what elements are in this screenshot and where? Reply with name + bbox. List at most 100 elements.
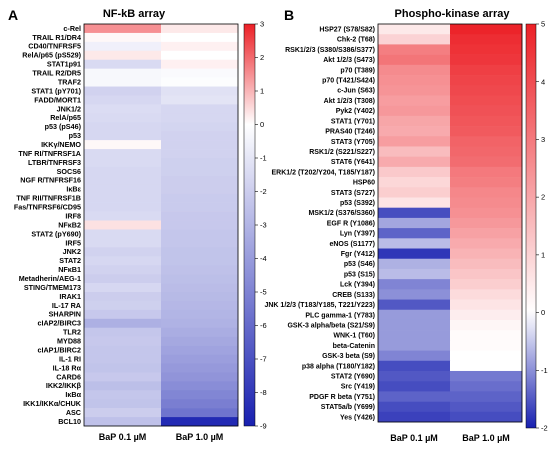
heatmap-a-cell-p53-col1 xyxy=(84,131,162,141)
heatmap-b-row-label: p53 (S392) xyxy=(340,200,375,207)
heatmap-b-row-label: Chk-2 (T68) xyxy=(337,37,375,44)
heatmap-a-cell-jnk2-col2 xyxy=(161,247,239,257)
heatmap-a-cell-p53-col2 xyxy=(161,131,239,141)
heatmap-a-row-label: RelA/p65 (pS529) xyxy=(22,51,81,60)
heatmap-a-cell-stat2-col2 xyxy=(161,256,239,266)
heatmap-b-cell-akt-1-2-3-t308-col2 xyxy=(450,95,523,106)
colorbar-a-tick-label: -4 xyxy=(260,254,267,263)
heatmap-b-cell-hsp60-col1 xyxy=(378,177,451,188)
heatmap-a-row-label: p53 xyxy=(69,131,81,140)
heatmap-b-cell-p53-s392-col1 xyxy=(378,197,451,208)
heatmap-b-cell-msk1-2-s376-s360-col2 xyxy=(450,207,523,219)
heatmap-a-cell-asc-col1 xyxy=(84,408,162,418)
heatmap-b-cell-stat5a-b-y699-col2 xyxy=(450,401,523,413)
heatmap-b-cell-rsk1-2-s221-s227-col2 xyxy=(450,146,523,157)
colorbar-a-tick-label: 2 xyxy=(260,53,264,62)
heatmap-a-cell-il-18-r-col1 xyxy=(84,363,162,373)
heatmap-a-row-label: cIAP2/BIRC3 xyxy=(37,319,81,328)
heatmap-a-row-label: MYD88 xyxy=(57,337,81,346)
heatmap-b-cell-egf-r-y1086-col2 xyxy=(450,217,523,229)
heatmap-a-cell-il-17-ra-col1 xyxy=(84,300,162,311)
heatmap-b-cell-yes-y426-col1 xyxy=(378,411,451,423)
heatmap-a-row-label: IRAK1 xyxy=(59,292,81,301)
heatmap-a-row-label: STAT2 xyxy=(59,256,81,265)
heatmap-b-cell-rsk1-2-s221-s227-col1 xyxy=(378,146,451,157)
heatmap-b-row-label: RSK1/2 (S221/S227) xyxy=(309,149,375,156)
heatmap-b-row-label: c-Jun (S63) xyxy=(337,88,375,95)
heatmap-a-row-label: IL-1 RI xyxy=(59,354,81,363)
heatmap-b-cell-pdgf-r-beta-y751-col1 xyxy=(378,391,451,402)
heatmap-a-cell-stat1p91-col2 xyxy=(161,59,239,69)
heatmap-b-cell-pras40-t246-col2 xyxy=(450,126,523,137)
heatmap-a-cell-trail-r2-dr5-col1 xyxy=(84,68,162,78)
heatmap-b-row-label: p70 (T421/S424) xyxy=(322,78,375,85)
heatmap-b-row-label: p70 (T389) xyxy=(340,67,375,74)
heatmap-a-cell-tnf-rii-tnfrsf1b-col1 xyxy=(84,193,162,203)
heatmap-a-row-label: TRAIL R2/DR5 xyxy=(32,69,81,78)
heatmap-b-row-label: p53 (S46) xyxy=(344,261,375,268)
heatmap-a-cell-c-rel-col2 xyxy=(161,24,239,34)
heatmap-a-cell-nf-b2-col2 xyxy=(161,220,239,230)
colorbar-a-tick-label: -2 xyxy=(260,187,267,196)
heatmap-a-cell-metadherin-aeg-1-col1 xyxy=(84,274,162,284)
heatmap-b-cell-pdgf-r-beta-y751-col2 xyxy=(450,391,523,402)
heatmap-a-row-label: IL-18 Rα xyxy=(53,363,82,372)
heatmap-b-row-label: RSK1/2/3 (S380/S386/S377) xyxy=(285,47,375,54)
heatmap-a-cell-irak1-col2 xyxy=(161,292,239,302)
heatmap-a-cell-p53-ps46-col2 xyxy=(161,122,239,132)
heatmap-a-row-label: ASC xyxy=(66,408,81,417)
heatmap-b-row-label: HSP27 (S78/S82) xyxy=(319,27,375,34)
heatmap-b-cell-p53-s15-col2 xyxy=(450,268,523,280)
heatmap-a-cell-ngf-r-tnfrsf16-col2 xyxy=(161,175,239,186)
heatmap-b-row-label: p38 alpha (T180/Y182) xyxy=(302,363,375,370)
heatmap-b-cell-p70-t389-col2 xyxy=(450,64,523,76)
colorbar-a-tick-label: 0 xyxy=(260,120,264,129)
panel-a-title: NF-kB array xyxy=(103,8,166,20)
heatmap-b-row-label: GSK-3 beta (S9) xyxy=(322,353,375,360)
heatmap-b-row-label: Akt 1/2/3 (T308) xyxy=(324,98,375,105)
heatmap-a-row-label: TRAF2 xyxy=(58,77,81,86)
heatmap-b-cell-c-jun-s63-col2 xyxy=(450,85,523,96)
heatmap-a xyxy=(84,24,239,427)
heatmap-b-cell-lyn-y397-col1 xyxy=(378,228,451,239)
heatmap-a-cell-ikk-nemo-col1 xyxy=(84,140,162,150)
heatmap-a-cell-i-b-col2 xyxy=(161,184,239,195)
heatmap-a-cell-stat1-py701-col2 xyxy=(161,86,239,96)
heatmap-b-cell-gsk-3-beta-s9-col2 xyxy=(450,350,523,362)
heatmap-a-row-label: IL-17 RA xyxy=(52,301,81,310)
heatmap-a-cell-fas-tnfrsf6-cd95-col1 xyxy=(84,202,162,212)
heatmap-b-cell-lck-y394-col2 xyxy=(450,279,523,290)
colorbar-a-tick-label: -9 xyxy=(260,422,267,431)
heatmap-b-cell-hsp60-col2 xyxy=(450,177,523,188)
heatmap-b-row-label: Pyk2 (Y402) xyxy=(336,108,375,115)
heatmap-a-row-label: TLR2 xyxy=(63,328,81,337)
colorbar-b xyxy=(525,23,537,429)
heatmap-a-column-label: BaP 1.0 µM xyxy=(176,432,224,442)
heatmap-b-cell-p53-s15-col1 xyxy=(378,268,451,280)
colorbar-b-tick-label: 4 xyxy=(541,77,545,86)
heatmap-b-cell-src-y419-col1 xyxy=(378,381,451,392)
heatmap-b-cell-pyk2-y402-col1 xyxy=(378,105,451,117)
heatmap-a-cell-p53-ps46-col1 xyxy=(84,122,162,132)
heatmap-a-row-label: NGF R/TNFRSF16 xyxy=(20,176,81,185)
heatmap-a-cell-tnf-ri-tnfrsf1a-col2 xyxy=(161,149,239,159)
heatmap-a-cell-socs6-col2 xyxy=(161,166,239,177)
heatmap-b-cell-akt-1-2-3-s473-col2 xyxy=(450,54,523,66)
heatmap-a-cell-stat2-col1 xyxy=(84,256,162,266)
heatmap-a-cell-irak1-col1 xyxy=(84,292,162,302)
heatmap-a-cell-ikk1-ikk-chuk-col1 xyxy=(84,399,162,409)
heatmap-b-cell-stat3-s727-col2 xyxy=(450,187,523,198)
colorbar-b-tick-label: -1 xyxy=(541,366,548,375)
heatmap-a-cell-jnk1-2-col1 xyxy=(84,104,162,114)
panel-b: B Phospho-kinase array HSP27 (S78/S82) Ch… xyxy=(264,7,547,443)
heatmap-b-cell-p70-t421-s424-col1 xyxy=(378,75,451,86)
heatmap-b-row-label: beta-Catenin xyxy=(333,343,375,350)
heatmap-a-cell-cd40-tnfrsf5-col2 xyxy=(161,41,239,52)
heatmap-a-cell-ikk2-ikk-col1 xyxy=(84,381,162,391)
heatmap-b-cell-stat5a-b-y699-col1 xyxy=(378,401,451,413)
heatmap-b-row-label: Src (Y419) xyxy=(341,384,375,391)
heatmap-b-cell-pyk2-y402-col2 xyxy=(450,105,523,117)
heatmap-b-cell-akt-1-2-3-s473-col1 xyxy=(378,54,451,66)
heatmap-a-row-label: RelA/p65 xyxy=(50,113,81,122)
heatmap-a-cell-fadd-mort1-col2 xyxy=(161,95,239,105)
